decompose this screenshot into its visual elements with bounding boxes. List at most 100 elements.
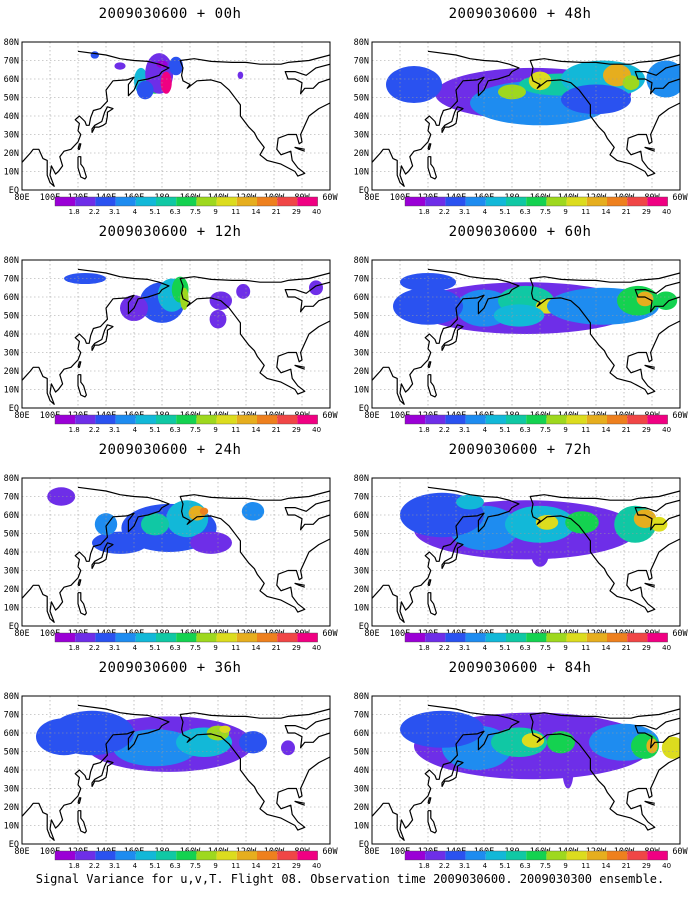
variance-contour	[493, 304, 545, 327]
colorbar-label: 7.5	[540, 426, 551, 434]
colorbar-swatch	[465, 415, 486, 424]
colorbar-swatch	[135, 415, 156, 424]
colorbar-swatch	[176, 415, 197, 424]
colorbar-swatch	[526, 197, 547, 206]
colorbar-label: 5.1	[149, 208, 160, 216]
coastlines	[22, 50, 330, 187]
colorbar-label: 3.1	[459, 644, 470, 652]
variance-contour	[241, 502, 265, 521]
coastlines	[22, 704, 330, 841]
colorbar-label: 1.8	[69, 208, 80, 216]
variance-contour	[521, 733, 545, 748]
colorbar-label: 21	[622, 644, 631, 652]
colorbar-swatch	[546, 633, 567, 642]
variance-field	[47, 487, 265, 554]
colorbar-swatch	[485, 633, 506, 642]
longitude-label: 80E	[364, 629, 379, 639]
colorbar-label: 4	[483, 644, 488, 652]
colorbar-label: 3.1	[459, 426, 470, 434]
colorbar-swatch	[546, 851, 567, 860]
colorbar-label: 1.8	[419, 862, 430, 870]
colorbar-swatch	[236, 197, 257, 206]
variance-contour	[180, 287, 189, 310]
latitude-label: 10N	[354, 822, 369, 832]
colorbar-label: 11	[581, 208, 590, 216]
latitude-label: 60N	[4, 75, 19, 85]
latitude-label: 60N	[354, 729, 369, 739]
latitude-label: 80N	[354, 256, 369, 266]
variance-contour	[531, 544, 549, 567]
latitude-label: 10N	[4, 168, 19, 178]
longitude-label: 60W	[322, 411, 338, 421]
latitude-label: 80N	[4, 474, 19, 484]
colorbar-label: 29	[642, 426, 651, 434]
graticule	[372, 478, 680, 626]
coastlines	[372, 50, 680, 187]
colorbar-swatch	[277, 633, 298, 642]
variance-contour	[400, 272, 456, 292]
colorbar-label: 29	[642, 644, 651, 652]
colorbar-swatch	[236, 633, 257, 642]
variance-contour	[239, 731, 267, 754]
colorbar-label: 14	[252, 644, 261, 652]
variance-contour	[622, 75, 640, 91]
variance-contour	[661, 736, 680, 759]
variance-contour	[633, 509, 657, 528]
colorbar-label: 6.3	[170, 644, 181, 652]
colorbar-label: 40	[662, 862, 671, 870]
latitude-label: 80N	[4, 256, 19, 266]
colorbar-swatch	[297, 851, 318, 860]
latitude-label: 50N	[354, 748, 369, 758]
colorbar-label: 7.5	[540, 208, 551, 216]
variance-contour	[141, 513, 169, 536]
colorbar: 1.8 2.2 3.1 4 5.1 6.3 7.5 9 11 14 21 29 40	[404, 632, 671, 652]
colorbar-label: 6.3	[520, 208, 531, 216]
colorbar-swatch	[216, 197, 237, 206]
variance-contour	[237, 71, 244, 80]
latitude-label: 10N	[4, 604, 19, 614]
colorbar-swatch	[297, 415, 318, 424]
colorbar-swatch	[55, 197, 76, 206]
map-plot: 80N70N60N50N40N30N20N10NEQ80E100E120E140…	[354, 256, 689, 434]
colorbar-swatch	[627, 633, 648, 642]
variance-contour	[199, 507, 209, 515]
latitude-label: 60N	[4, 511, 19, 521]
colorbar-label: 7.5	[540, 644, 551, 652]
colorbar-swatch	[506, 851, 527, 860]
colorbar-swatch	[607, 197, 628, 206]
colorbar-label: 4	[133, 208, 138, 216]
colorbar-label: 9	[563, 426, 567, 434]
variance-contour	[36, 718, 92, 756]
longitude-label: 60W	[672, 847, 688, 857]
colorbar-label: 21	[622, 862, 631, 870]
colorbar-swatch	[607, 633, 628, 642]
latitude-label: 60N	[354, 293, 369, 303]
colorbar-label: 9	[213, 426, 217, 434]
variance-contour	[535, 515, 559, 530]
colorbar-swatch	[196, 415, 217, 424]
colorbar-swatch	[445, 415, 466, 424]
colorbar-label: 5.1	[149, 644, 160, 652]
coastlines	[372, 486, 680, 623]
colorbar-swatch	[546, 415, 567, 424]
colorbar-label: 29	[292, 644, 301, 652]
colorbar-label: 14	[602, 426, 611, 434]
variance-contour	[169, 56, 183, 76]
colorbar-swatch	[425, 197, 446, 206]
variance-contour	[136, 80, 154, 100]
colorbar-label: 29	[642, 208, 651, 216]
colorbar-swatch	[216, 633, 237, 642]
colorbar-swatch	[607, 851, 628, 860]
latitude-label: EQ	[9, 186, 19, 196]
map-plot: 80N70N60N50N40N30N20N10NEQ80E100E120E140…	[354, 474, 689, 652]
variance-contour	[64, 272, 106, 285]
colorbar-label: 1.8	[69, 426, 80, 434]
coastlines	[22, 268, 330, 405]
graticule	[22, 42, 330, 190]
latitude-label: EQ	[359, 404, 369, 414]
longitude-label: 100E	[390, 193, 410, 203]
colorbar-label: 1.8	[419, 426, 430, 434]
colorbar-swatch	[216, 415, 237, 424]
colorbar-label: 29	[292, 426, 301, 434]
colorbar-swatch	[277, 851, 298, 860]
